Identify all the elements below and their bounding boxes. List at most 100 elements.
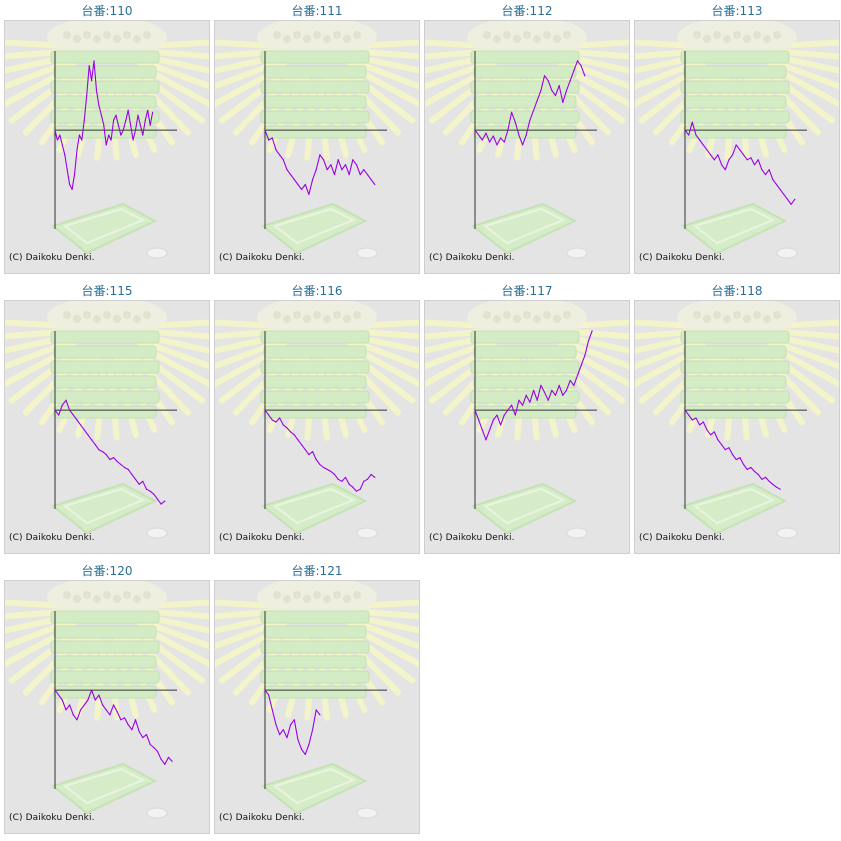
copyright-text: (C) Daikoku Denki. — [639, 533, 725, 543]
data-point — [311, 451, 314, 453]
data-point — [311, 178, 314, 181]
chart-title[interactable]: 台番:116 — [291, 284, 343, 298]
data-point — [142, 736, 144, 739]
data-point — [83, 704, 85, 706]
data-point — [95, 89, 98, 92]
data-point — [81, 139, 83, 141]
data-point — [543, 391, 546, 393]
data-point — [149, 743, 151, 746]
data-point — [83, 119, 85, 121]
chart-title[interactable]: 台番:118 — [711, 284, 763, 298]
data-point — [139, 124, 141, 126]
data-point — [293, 719, 295, 721]
chart-title[interactable]: 台番:115 — [81, 284, 133, 298]
data-point — [492, 135, 494, 137]
data-point — [348, 174, 350, 176]
data-point — [105, 144, 107, 146]
data-point — [171, 760, 173, 762]
data-point — [69, 704, 71, 706]
chart-title[interactable]: 台番:110 — [81, 4, 133, 18]
chart-title[interactable]: 台番:113 — [711, 4, 763, 18]
data-point — [489, 141, 491, 143]
chart-title[interactable]: 台番:120 — [81, 564, 133, 578]
data-point — [786, 198, 789, 200]
chart-title[interactable]: 台番:117 — [501, 284, 553, 298]
data-point — [355, 490, 358, 492]
data-point — [268, 694, 270, 696]
data-point — [78, 134, 80, 136]
data-point — [144, 119, 146, 121]
chart-cell-113: 台番:113 (C) Daikoku Denki. — [634, 0, 840, 275]
chart-cell-112: 台番:112 (C) Daikoku Denki. — [424, 0, 630, 275]
chart-title[interactable]: 台番:121 — [291, 564, 343, 578]
data-point — [152, 111, 154, 113]
data-point — [308, 454, 310, 456]
data-point — [304, 183, 306, 186]
data-point — [54, 129, 56, 131]
data-point — [684, 409, 686, 411]
data-point — [521, 404, 524, 406]
data-point — [73, 174, 76, 176]
data-point — [156, 750, 159, 753]
data-point — [304, 449, 306, 451]
data-point — [271, 137, 273, 139]
chart-cell-121: 台番:121 (C) Daikoku Denki. — [214, 560, 420, 835]
data-point — [120, 463, 122, 466]
data-point — [529, 119, 531, 121]
data-point — [551, 389, 553, 391]
data-point — [71, 188, 73, 191]
data-point — [145, 488, 148, 490]
copyright-text: (C) Daikoku Denki. — [219, 813, 305, 823]
data-point — [109, 714, 111, 716]
data-point — [717, 154, 719, 156]
background-illustration — [215, 301, 419, 539]
data-point — [746, 468, 748, 471]
data-point — [87, 434, 89, 436]
data-point — [543, 75, 546, 77]
data-point — [123, 466, 126, 469]
data-point — [337, 159, 339, 161]
data-point — [333, 174, 336, 176]
data-point — [750, 466, 752, 469]
data-point — [558, 384, 560, 386]
chart-title[interactable]: 台番:111 — [291, 4, 343, 18]
data-point — [94, 444, 96, 446]
data-point — [374, 476, 376, 478]
data-point — [56, 139, 59, 141]
data-point — [315, 709, 317, 711]
data-point — [282, 424, 284, 426]
data-point — [474, 409, 476, 411]
data-point — [370, 178, 372, 181]
background-illustration — [425, 21, 629, 259]
data-point — [116, 711, 118, 713]
data-point — [739, 149, 741, 151]
data-point — [735, 458, 737, 461]
data-point — [160, 503, 162, 505]
data-point — [61, 699, 63, 701]
data-point — [521, 144, 524, 146]
data-point — [330, 470, 332, 473]
data-point — [573, 384, 575, 386]
chart-panel: (C) Daikoku Denki. — [4, 580, 210, 834]
data-point — [279, 734, 281, 736]
data-point — [94, 699, 96, 701]
data-point — [511, 111, 513, 113]
data-point — [268, 139, 270, 141]
data-point — [131, 729, 133, 731]
data-point — [576, 60, 579, 62]
data-point — [134, 478, 137, 480]
data-point — [370, 473, 372, 475]
chart-title[interactable]: 台番:112 — [501, 4, 553, 18]
data-point — [105, 454, 107, 456]
data-point — [131, 473, 133, 475]
data-point — [790, 203, 792, 205]
data-point — [481, 429, 483, 431]
data-point — [86, 94, 88, 97]
data-point — [147, 109, 149, 111]
slump-chart — [215, 21, 419, 259]
data-point — [333, 473, 336, 475]
data-point — [105, 709, 107, 711]
chart-panel: (C) Daikoku Denki. — [634, 20, 840, 274]
data-point — [746, 159, 748, 161]
data-point — [132, 139, 134, 141]
